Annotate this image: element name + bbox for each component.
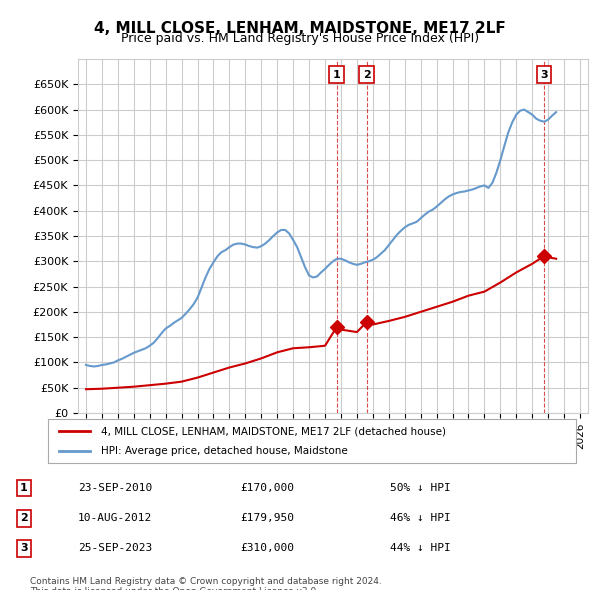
Text: Price paid vs. HM Land Registry's House Price Index (HPI): Price paid vs. HM Land Registry's House …: [121, 32, 479, 45]
Text: 4, MILL CLOSE, LENHAM, MAIDSTONE, ME17 2LF (detached house): 4, MILL CLOSE, LENHAM, MAIDSTONE, ME17 2…: [101, 427, 446, 436]
Text: 10-AUG-2012: 10-AUG-2012: [78, 513, 152, 523]
Text: Contains HM Land Registry data © Crown copyright and database right 2024.
This d: Contains HM Land Registry data © Crown c…: [30, 577, 382, 590]
Text: 23-SEP-2010: 23-SEP-2010: [78, 483, 152, 493]
Text: HPI: Average price, detached house, Maidstone: HPI: Average price, detached house, Maid…: [101, 446, 347, 455]
Text: 2: 2: [363, 70, 371, 80]
Text: 1: 1: [20, 483, 28, 493]
Text: 2: 2: [20, 513, 28, 523]
Text: 4, MILL CLOSE, LENHAM, MAIDSTONE, ME17 2LF: 4, MILL CLOSE, LENHAM, MAIDSTONE, ME17 2…: [94, 21, 506, 35]
Text: £310,000: £310,000: [240, 543, 294, 553]
Text: 1: 1: [333, 70, 341, 80]
Text: £179,950: £179,950: [240, 513, 294, 523]
Text: £170,000: £170,000: [240, 483, 294, 493]
Text: 50% ↓ HPI: 50% ↓ HPI: [390, 483, 451, 493]
Text: 3: 3: [20, 543, 28, 553]
Text: 25-SEP-2023: 25-SEP-2023: [78, 543, 152, 553]
Text: 44% ↓ HPI: 44% ↓ HPI: [390, 543, 451, 553]
Text: 46% ↓ HPI: 46% ↓ HPI: [390, 513, 451, 523]
Text: 3: 3: [540, 70, 548, 80]
